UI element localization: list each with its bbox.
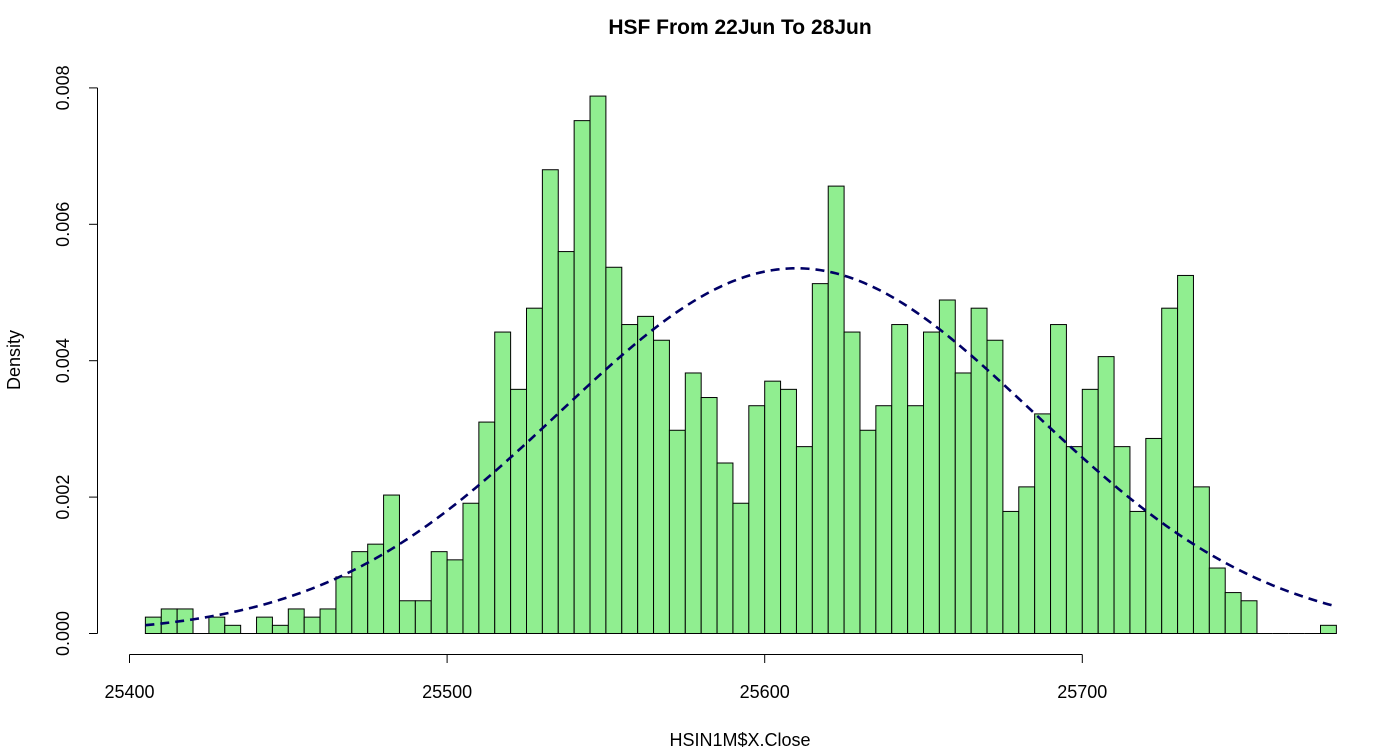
histogram-bar	[160, 608, 178, 634]
histogram-bar	[891, 324, 909, 634]
histogram-bar	[510, 388, 527, 634]
y-tick-label: 0.000	[53, 611, 73, 656]
histogram-bar	[907, 405, 924, 634]
histogram-bar	[478, 421, 496, 634]
histogram-bar	[843, 331, 861, 634]
histogram-bars	[144, 95, 1337, 635]
histogram-bar	[795, 446, 813, 634]
histogram-bar	[335, 576, 353, 634]
histogram-bar	[573, 120, 591, 635]
histogram-bar	[1002, 510, 1020, 634]
y-tick-label: 0.004	[53, 338, 73, 383]
x-tick-label: 25500	[422, 682, 472, 702]
histogram-bar	[938, 299, 956, 634]
histogram-bar	[923, 331, 940, 634]
y-tick-label: 0.008	[53, 65, 73, 110]
histogram-bar	[1177, 274, 1194, 634]
histogram-bar	[271, 624, 289, 634]
histogram-bar	[986, 339, 1004, 634]
y-axis: 0.000 0.002 0.004 0.006 0.008	[53, 65, 98, 656]
histogram-bar	[653, 339, 670, 634]
x-axis-label: HSIN1M$X.Close	[669, 730, 810, 750]
histogram-bar	[1034, 413, 1052, 634]
histogram-bar	[303, 616, 321, 635]
histogram-bar	[1240, 600, 1258, 634]
chart-title: HSF From 22Jun To 28Jun	[608, 16, 871, 39]
histogram-bar	[1050, 324, 1067, 634]
histogram-bar	[1320, 624, 1337, 634]
histogram-bar	[684, 372, 702, 634]
histogram-bar	[716, 462, 734, 634]
histogram-bar	[1192, 486, 1210, 634]
histogram-bar	[557, 251, 575, 635]
histogram-bar	[859, 429, 877, 634]
x-axis: 25400 25500 25600 25700	[104, 654, 1107, 702]
histogram-bar	[494, 331, 512, 634]
histogram-bar	[605, 266, 623, 634]
histogram-bar	[287, 608, 305, 634]
x-tick-label: 25400	[104, 682, 154, 702]
histogram-bar	[398, 600, 416, 634]
histogram-bar	[621, 324, 639, 634]
histogram-bar	[383, 494, 400, 634]
histogram-bar	[462, 502, 480, 634]
histogram-bar	[224, 624, 242, 634]
histogram-bar	[780, 388, 797, 634]
histogram-bar	[1097, 356, 1115, 634]
histogram-bar	[1018, 486, 1036, 634]
histogram-bar	[1081, 388, 1099, 634]
histogram-bar	[446, 559, 464, 634]
histogram-bar	[827, 185, 845, 634]
x-tick-label: 25600	[740, 682, 790, 702]
histogram-bar	[319, 608, 337, 634]
histogram-bar	[256, 616, 273, 635]
histogram-bar	[875, 405, 893, 634]
histogram-bar	[1208, 567, 1226, 635]
histogram-bar	[668, 429, 686, 634]
histogram-bar	[1113, 446, 1131, 634]
histogram-bar	[541, 169, 559, 635]
histogram-bar	[637, 315, 655, 634]
x-tick-label: 25700	[1057, 682, 1107, 702]
histogram-bar	[526, 307, 543, 634]
histogram-bar	[700, 397, 718, 635]
histogram-bar	[811, 283, 829, 634]
histogram-bar	[1129, 510, 1147, 634]
histogram-bar	[414, 600, 432, 634]
histogram-bar	[748, 405, 766, 634]
histogram-bar	[764, 380, 782, 634]
histogram-bar	[732, 502, 750, 634]
y-tick-label: 0.002	[53, 475, 73, 520]
histogram-bar	[589, 95, 607, 635]
histogram-bar	[430, 551, 448, 634]
histogram-bar	[1065, 446, 1083, 634]
histogram-bar	[954, 372, 972, 634]
histogram-bar	[208, 616, 226, 635]
y-axis-label: Density	[4, 330, 24, 390]
histogram-bar	[1224, 592, 1242, 635]
histogram-bar	[1161, 307, 1179, 634]
y-tick-label: 0.006	[53, 202, 73, 247]
histogram-bar	[1145, 437, 1163, 634]
